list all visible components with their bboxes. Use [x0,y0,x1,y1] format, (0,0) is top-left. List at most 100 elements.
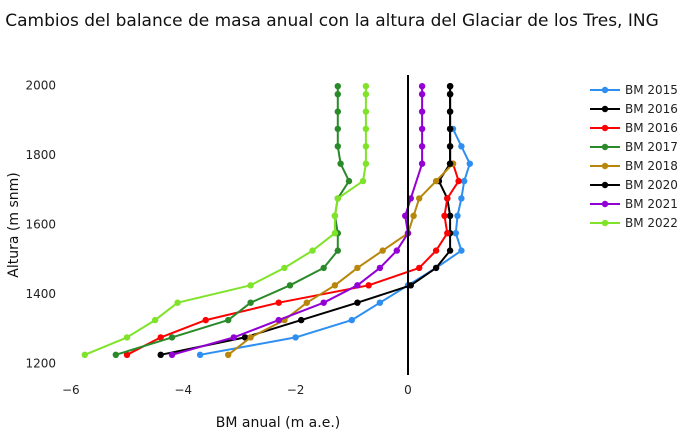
series-point [416,195,423,202]
legend: BM 2015 BM 2016 BM 2016 BM 2017 BM 2018 BM 20… [590,83,678,230]
series-point [334,247,341,254]
legend-swatch-point [601,86,609,94]
series-point [331,212,339,219]
series-point [446,160,454,167]
series-point [225,316,232,324]
series-point [407,282,414,289]
series-point [320,299,327,306]
series-point [418,143,426,150]
series-point [455,177,462,185]
series-point [225,351,232,358]
chart-title: Cambios del balance de masa anual con la… [5,11,659,31]
legend-item[interactable]: BM 2015 [590,83,678,97]
series-point [376,264,384,272]
legend-item[interactable]: BM 2016 [590,102,678,116]
series-point [446,83,454,90]
series-point [174,299,181,306]
legend-item[interactable]: BM 2018 [590,159,678,173]
series-point [446,108,454,115]
series-point [362,160,370,167]
series-point [407,195,414,202]
series-point [458,143,465,150]
series-point [168,334,176,341]
series-point [81,351,89,358]
series-point [365,282,372,289]
series-point [446,91,454,98]
series-point [157,351,164,358]
x-axis-label: BM anual (m a.e.) [216,415,340,431]
legend-swatch-point [601,200,609,208]
series-point [331,230,339,237]
series-3 [112,83,353,358]
series-point [362,83,370,90]
legend-label: BM 2017 [625,140,678,154]
x-tick-label: −4 [174,383,192,397]
series-point [334,125,341,133]
series-point [454,212,461,219]
series-point [309,247,316,254]
legend-swatch-point [601,181,609,189]
series-point [354,282,361,289]
legend-swatch-point [601,124,609,132]
series-point [281,264,288,272]
series-point [196,351,204,358]
series-point [334,91,341,98]
series-point [320,264,327,272]
series-line [126,163,460,356]
legend-label: BM 2016 [625,102,678,116]
y-tick-label: 1800 [25,148,56,162]
series-point [348,316,355,324]
series-point [123,351,131,358]
series-point [157,334,164,341]
series-point [452,230,459,237]
series-point [376,299,384,306]
series-0 [196,125,473,358]
series-point [151,316,159,324]
legend-swatch-point [601,162,609,170]
series-point [334,83,341,90]
series-point [410,212,417,219]
legend-item[interactable]: BM 2022 [590,216,678,230]
series-point [275,299,282,306]
y-tick-label: 1600 [25,218,56,232]
series-point [303,299,310,306]
series-point [275,316,282,324]
series-point [466,160,473,167]
y-tick-label: 1200 [25,357,56,371]
series-point [446,143,454,150]
y-tick-label: 2000 [25,79,56,93]
series-point [362,108,370,115]
series-point [418,83,426,90]
series-point [354,299,361,306]
series-point [230,334,237,341]
series-2 [123,160,462,358]
series-point [345,177,353,185]
series-point [444,195,451,202]
series-line [171,86,424,356]
x-tick-label: −2 [287,383,305,397]
legend-label: BM 2020 [625,178,678,192]
legend-item[interactable]: BM 2021 [590,197,678,211]
series-point [418,91,426,98]
series-point [331,282,339,289]
series-point [432,264,440,272]
legend-item[interactable]: BM 2016 [590,121,678,135]
series-point [334,195,341,202]
legend-label: BM 2016 [625,121,678,135]
plot-area [81,83,473,358]
legend-item[interactable]: BM 2017 [590,140,678,154]
legend-item[interactable]: BM 2020 [590,178,678,192]
series-point [379,247,386,254]
series-point [402,212,409,219]
series-point [446,247,454,254]
series-point [286,282,294,289]
series-point [334,108,341,115]
series-point [418,160,426,167]
legend-label: BM 2021 [625,197,678,211]
series-6 [168,83,426,358]
series-point [247,282,254,289]
series-point [441,212,448,219]
series-point [123,334,131,341]
series-point [362,125,370,133]
legend-swatch-point [601,105,609,113]
